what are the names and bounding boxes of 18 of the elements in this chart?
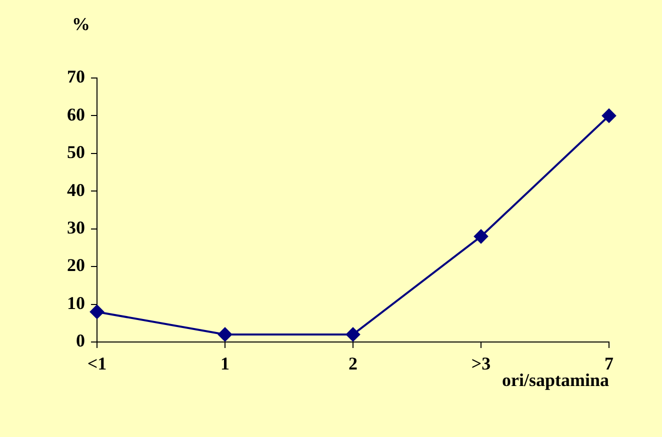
point (218, 327, 232, 342)
y-axis-title: % (72, 14, 90, 34)
y-tick-label: 50 (67, 142, 85, 162)
x-tick-label: 1 (220, 353, 230, 374)
y-tick-label: 40 (67, 180, 85, 200)
point (474, 229, 488, 244)
point (90, 304, 104, 319)
x-tick-label: 2 (348, 353, 358, 374)
y-tick-label: 60 (67, 104, 85, 124)
y-tick-label: 70 (67, 66, 85, 87)
x-tick-label: >3 (471, 353, 491, 374)
point (346, 327, 360, 342)
y-tick-label: 10 (67, 292, 85, 313)
y-tick-label: 0 (76, 330, 85, 351)
point (602, 108, 616, 123)
x-tick-label: <1 (87, 353, 107, 374)
y-tick-label: 30 (67, 218, 85, 238)
y-tick-label: 20 (67, 255, 85, 276)
